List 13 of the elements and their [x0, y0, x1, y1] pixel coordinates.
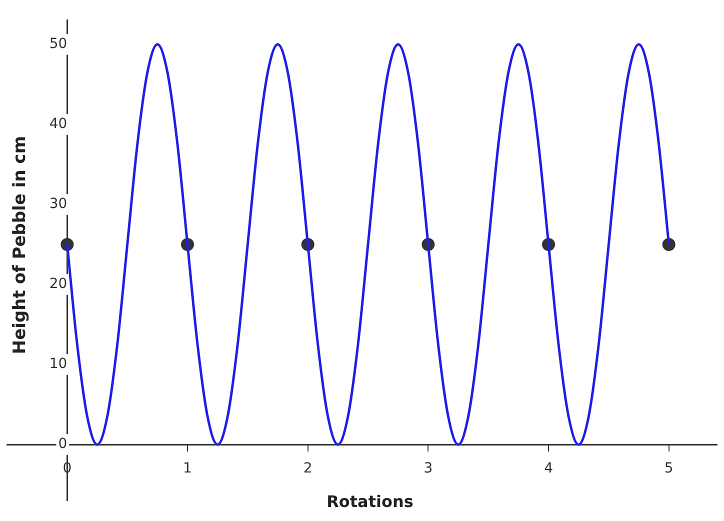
- y-axis-title: Height of Pebble in cm: [10, 135, 30, 355]
- x-tick-label: 1: [183, 460, 192, 477]
- y-tick-label: 50: [49, 36, 68, 52]
- y-tick-label: 30: [49, 196, 68, 212]
- y-tick-label: 40: [49, 116, 68, 132]
- y-tick-label: 0: [58, 436, 68, 452]
- y-tick-label: 10: [49, 356, 68, 372]
- x-tick-label: 3: [424, 460, 433, 477]
- x-tick-label: 2: [303, 460, 312, 477]
- x-tick-label: 4: [544, 460, 554, 477]
- y-tick-label: 20: [49, 276, 68, 292]
- x-axis-title: Rotations: [326, 492, 414, 511]
- x-tick-label: 5: [664, 460, 674, 477]
